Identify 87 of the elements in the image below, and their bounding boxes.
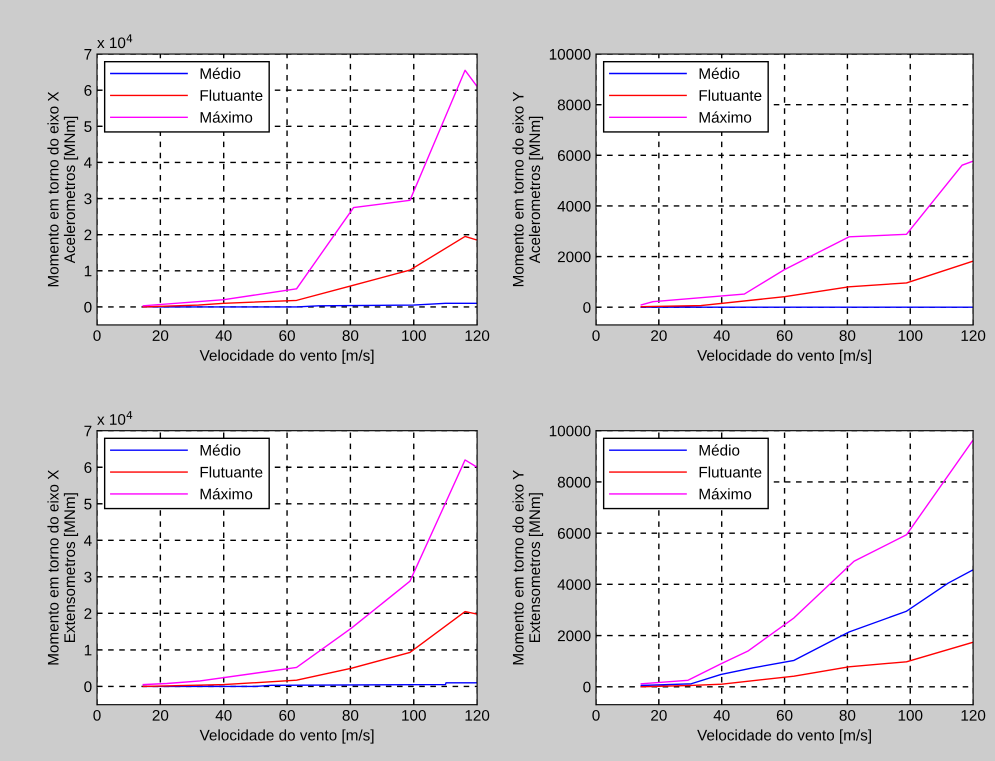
legend-label: Médio	[700, 68, 740, 80]
y-tick-label: 10000	[550, 426, 591, 436]
y-tick-label: 4	[84, 157, 92, 168]
x-tick-label: 120	[962, 330, 986, 342]
x-tick-label: 40	[714, 330, 730, 342]
legend-label: Flutuante	[700, 90, 762, 101]
x-tick-label: 100	[898, 710, 922, 721]
line-series	[640, 260, 974, 308]
y-tick-label: 2	[84, 230, 92, 240]
x-tick-label: 40	[216, 710, 232, 721]
line-series	[640, 642, 974, 688]
y-tick-label: 7	[84, 426, 92, 436]
x-tick-label: 40	[714, 710, 730, 721]
y-tick-label: 0	[84, 302, 92, 313]
x-tick-label: 80	[840, 330, 856, 342]
legend-label: Flutuante	[200, 90, 262, 101]
y-tick-label: 0	[583, 302, 591, 313]
y-tick-label: 1	[84, 266, 92, 276]
x-axis-title: Velocidade do vento [m/s]	[200, 350, 374, 364]
line-series	[142, 459, 478, 686]
y-tick-label: 2	[84, 608, 92, 619]
x-tick-label: 100	[402, 330, 426, 342]
text: x 10$^{4}$	[97, 411, 132, 425]
x-tick-label: 120	[962, 710, 986, 721]
x-tick-label: 120	[466, 710, 490, 721]
legend-label: Máximo	[200, 111, 252, 123]
legend-label: Máximo	[200, 488, 252, 500]
y-tick-label: 2000	[558, 251, 591, 262]
legend-label: Médio	[700, 444, 740, 456]
x-tick-label: 20	[152, 330, 168, 342]
legend-label: Flutuante	[200, 466, 262, 478]
y-axis-title: Momento em torno do eixo Y Acelerometros [MNm]	[512, 92, 544, 286]
y-tick-label: 4	[84, 535, 92, 546]
x-tick-label: 100	[898, 330, 922, 342]
line-series	[142, 610, 478, 688]
x-tick-label: 20	[651, 330, 667, 342]
y-tick-label: 0	[583, 682, 591, 692]
x-tick-label: 40	[216, 330, 232, 342]
y-tick-label: 10000	[550, 48, 591, 60]
y-tick-label: 4000	[558, 579, 591, 590]
x-tick-label: 80	[342, 710, 358, 721]
line-series	[640, 160, 974, 306]
x-tick-label: 20	[651, 710, 667, 721]
x-tick-label: 60	[776, 330, 792, 342]
x-axis-title: Velocidade do vento [m/s]	[697, 729, 871, 744]
legend-label: Médio	[200, 68, 240, 80]
x-axis-title: Velocidade do vento [m/s]	[697, 350, 871, 364]
x-tick-label: 0	[93, 710, 101, 721]
legend-label: Máximo	[700, 488, 752, 500]
x-tick-label: 0	[592, 710, 600, 721]
y-tick-label: 6000	[558, 528, 591, 539]
x-tick-label: 0	[592, 330, 600, 342]
line-series	[142, 70, 478, 306]
y-axis-title: Momento em torno do eixo X Acelerometros [MNm]	[47, 92, 78, 286]
y-tick-label: 8000	[558, 100, 591, 110]
y-axis-title: Momento em torno do eixo Y Extensometros [MNm]	[512, 470, 544, 664]
y-tick-label: 7	[84, 49, 92, 60]
y-tick-label: 2000	[558, 630, 591, 642]
y-tick-label: 6000	[558, 150, 591, 161]
line-series	[640, 569, 974, 686]
y-tick-label: 3	[84, 193, 92, 204]
x-tick-label: 60	[279, 330, 295, 342]
y-tick-label: 6	[84, 85, 92, 96]
x-tick-label: 0	[93, 330, 101, 342]
y-tick-label: 1	[84, 644, 92, 656]
x-axis-title: Velocidade do vento [m/s]	[200, 729, 374, 744]
legend-label: Máximo	[700, 111, 752, 123]
y-tick-label: 5	[84, 498, 92, 510]
x-tick-label: 80	[342, 330, 358, 342]
x-tick-label: 60	[776, 710, 792, 721]
line-series	[142, 236, 478, 308]
legend-label: Flutuante	[700, 466, 762, 478]
line-series	[640, 439, 974, 684]
y-tick-label: 6	[84, 462, 92, 473]
x-tick-label: 20	[152, 710, 168, 721]
legend-label: Médio	[200, 444, 240, 456]
y-tick-label: 5	[84, 121, 92, 132]
y-tick-label: 3	[84, 572, 92, 583]
y-tick-label: 8000	[558, 476, 591, 488]
x-tick-label: 100	[402, 710, 426, 721]
text: x 10$^{4}$	[97, 34, 132, 48]
y-tick-label: 4000	[558, 200, 591, 212]
y-tick-label: 0	[84, 681, 92, 692]
x-tick-label: 60	[279, 710, 295, 721]
x-tick-label: 120	[466, 330, 490, 342]
x-tick-label: 80	[840, 710, 856, 721]
y-axis-title: Momento em torno do eixo X Extensometros [MNm]	[47, 470, 78, 665]
